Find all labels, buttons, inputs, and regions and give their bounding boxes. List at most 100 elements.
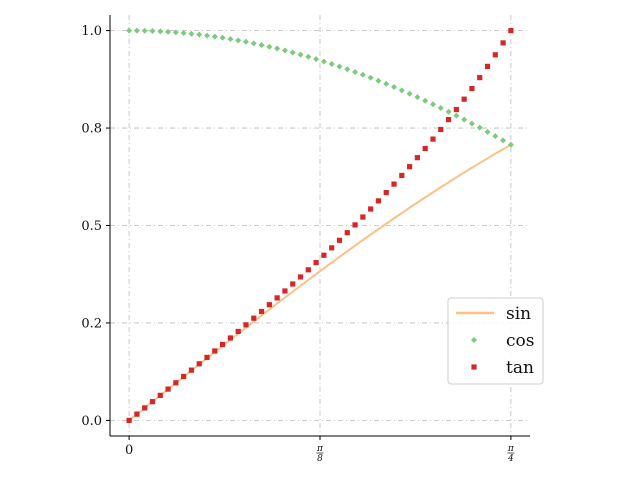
legend-label-cos: cos — [506, 331, 534, 351]
marker-tan — [149, 399, 156, 405]
marker-cos — [445, 108, 452, 115]
y-tick-label: 0.2 — [81, 316, 102, 331]
y-tick-label: 0.5 — [81, 219, 102, 234]
marker-cos — [196, 31, 203, 38]
marker-cos — [476, 124, 483, 131]
y-tick-label: 1.0 — [81, 24, 102, 39]
marker-cos — [484, 128, 491, 135]
marker-cos — [133, 27, 140, 34]
marker-cos — [180, 30, 187, 37]
marker-tan — [391, 181, 397, 187]
marker-cos — [507, 141, 514, 148]
marker-cos — [242, 38, 249, 45]
marker-tan — [165, 386, 171, 392]
marker-tan — [445, 117, 452, 123]
marker-cos — [406, 90, 413, 97]
marker-tan — [204, 354, 210, 360]
marker-tan — [399, 172, 405, 179]
marker-tan — [126, 417, 132, 424]
marker-cos — [258, 41, 265, 48]
marker-cos — [188, 30, 195, 37]
marker-tan — [336, 237, 343, 243]
series-layer — [126, 27, 514, 424]
marker-cos — [414, 94, 421, 101]
marker-cos — [289, 49, 296, 56]
marker-cos — [219, 34, 226, 41]
marker-cos — [383, 80, 390, 87]
marker-tan — [344, 230, 350, 236]
marker-tan — [173, 380, 179, 386]
marker-tan — [313, 259, 319, 266]
legend-handle-cos — [471, 337, 477, 343]
marker-tan — [329, 245, 335, 251]
marker-tan — [500, 40, 506, 46]
marker-cos — [281, 47, 288, 54]
marker-cos — [172, 29, 179, 36]
marker-cos — [320, 58, 327, 65]
marker-tan — [157, 392, 163, 398]
marker-cos — [141, 27, 148, 34]
marker-tan — [430, 136, 436, 142]
marker-tan — [188, 367, 195, 373]
marker-cos — [211, 33, 218, 40]
legend: sin cos tan — [447, 297, 544, 385]
marker-tan — [297, 274, 304, 280]
legend-label-sin: sin — [506, 304, 531, 324]
marker-cos — [328, 60, 335, 67]
marker-tan — [360, 214, 366, 220]
marker-tan — [142, 405, 148, 411]
marker-cos — [422, 97, 429, 104]
marker-cos — [492, 133, 499, 140]
marker-tan — [235, 328, 241, 335]
marker-cos — [461, 116, 468, 123]
x-tick-label-numerator: π — [316, 444, 324, 454]
marker-tan — [220, 341, 226, 348]
marker-tan — [305, 267, 311, 273]
marker-tan — [438, 126, 444, 133]
x-tick-label-numerator: π — [507, 444, 515, 454]
x-tick-label-denominator: 4 — [507, 454, 514, 464]
x-tick-label: 0 — [125, 443, 133, 458]
marker-cos — [165, 28, 172, 35]
marker-tan — [422, 145, 428, 152]
x-tick-label-denominator: 8 — [317, 454, 323, 464]
marker-tan — [321, 252, 327, 258]
marker-tan — [181, 373, 187, 380]
marker-tan — [227, 335, 233, 341]
marker-tan — [243, 322, 249, 328]
marker-cos — [149, 28, 156, 35]
marker-tan — [352, 222, 358, 228]
y-tick-label: 0.8 — [81, 122, 102, 137]
marker-cos — [157, 28, 164, 35]
marker-tan — [290, 281, 296, 287]
marker-tan — [258, 308, 265, 315]
marker-tan — [484, 63, 491, 69]
marker-tan — [212, 348, 218, 354]
marker-cos — [398, 87, 405, 94]
legend-label-tan: tan — [506, 358, 534, 378]
marker-tan — [407, 164, 413, 170]
marker-tan — [196, 361, 202, 367]
marker-tan — [274, 295, 280, 301]
marker-tan — [251, 315, 257, 321]
marker-tan — [469, 85, 475, 92]
marker-tan — [461, 96, 467, 102]
marker-cos — [305, 53, 312, 60]
marker-cos — [126, 27, 133, 34]
marker-cos — [344, 66, 351, 73]
marker-cos — [453, 112, 460, 119]
marker-cos — [313, 56, 320, 63]
marker-cos — [274, 45, 281, 52]
marker-cos — [468, 120, 475, 127]
marker-cos — [437, 105, 444, 112]
marker-cos — [367, 74, 374, 81]
marker-tan — [477, 75, 483, 81]
marker-cos — [429, 101, 436, 108]
marker-cos — [266, 43, 273, 50]
marker-cos — [375, 77, 382, 84]
marker-tan — [368, 206, 374, 212]
marker-tan — [508, 27, 514, 34]
marker-tan — [492, 52, 498, 58]
